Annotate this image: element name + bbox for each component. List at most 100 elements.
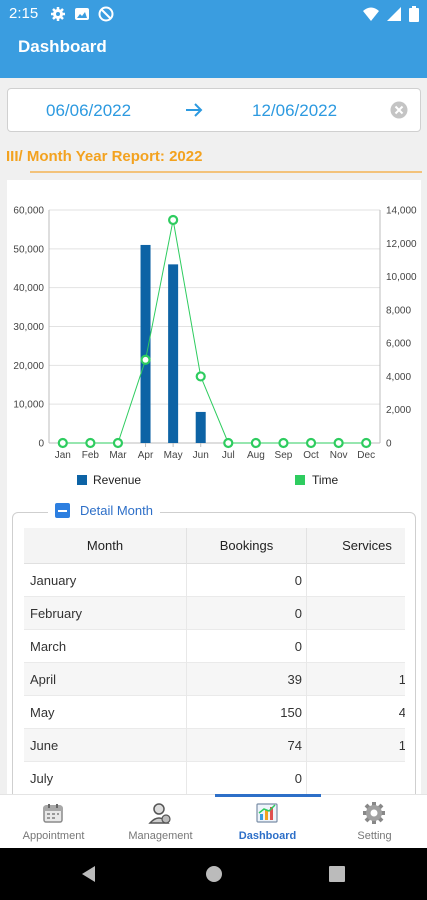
- month-cell: July: [24, 762, 187, 794]
- time-point: [250, 437, 261, 449]
- wifi-icon: [363, 7, 379, 21]
- nav-appointment[interactable]: Appointment: [0, 795, 107, 849]
- services-cell: [307, 564, 405, 597]
- services-cell: [307, 597, 405, 630]
- time-point: [168, 214, 179, 226]
- battery-icon: [409, 6, 419, 22]
- signal-icon: [387, 7, 401, 21]
- left-axis-tick-label: 50,000: [13, 244, 44, 255]
- month-year-chart: 0 10,000 20,000 30,000 40,000 50,000 60,000 0 2,…: [13, 206, 417, 488]
- left-axis-tick-label: 10,000: [13, 400, 44, 411]
- column-services: Services: [342, 538, 392, 553]
- calendar-icon: [43, 804, 63, 823]
- x-axis-tick-label: May: [164, 450, 183, 461]
- start-date[interactable]: 06/06/2022: [46, 101, 132, 120]
- table-row: June 74 1: [24, 729, 405, 762]
- status-bar: 2:15: [0, 0, 427, 28]
- time-point: [195, 371, 206, 382]
- blocked-status-icon: [98, 6, 114, 22]
- x-axis-tick-label: Sep: [275, 450, 293, 461]
- back-icon[interactable]: [80, 865, 98, 883]
- time-line: [62, 219, 367, 444]
- services-cell: 4: [307, 696, 405, 729]
- revenue-bar: [195, 411, 206, 443]
- table-row: May 150 4: [24, 696, 405, 729]
- clear-icon[interactable]: [390, 101, 408, 119]
- collapse-toggle-icon[interactable]: [55, 503, 70, 518]
- right-axis-tick-label: 6,000: [386, 339, 411, 350]
- detail-month-header[interactable]: Detail Month: [48, 503, 160, 518]
- x-axis-tick-label: Mar: [109, 450, 127, 461]
- legend-time-label: Time: [312, 473, 339, 487]
- left-axis-tick-label: 30,000: [13, 322, 44, 333]
- table-row: July 0: [24, 762, 405, 794]
- left-axis-tick-label: 40,000: [13, 283, 44, 294]
- right-axis-tick-label: 4,000: [386, 372, 411, 383]
- system-nav-bar: [0, 848, 427, 900]
- app-bar: Dashboard: [0, 28, 427, 78]
- bookings-cell: 74: [187, 729, 307, 762]
- home-icon[interactable]: [205, 865, 223, 883]
- user-management-icon: [148, 803, 171, 824]
- time-point: [278, 437, 289, 449]
- time-point: [140, 354, 151, 365]
- column-bookings: Bookings: [187, 528, 307, 564]
- time-point: [223, 437, 234, 449]
- services-cell: [307, 630, 405, 663]
- month-cell: May: [24, 696, 187, 729]
- x-axis-tick-label: Jul: [222, 450, 235, 461]
- detail-month-table: Month Bookings Services January 0 Februa…: [24, 528, 405, 794]
- services-cell: [307, 762, 405, 794]
- nav-dashboard-label: Dashboard: [238, 830, 297, 842]
- report-title: III/ Month Year Report: 2022: [6, 148, 203, 165]
- left-axis-tick-label: 20,000: [13, 361, 44, 372]
- right-axis-tick-label: 14,000: [386, 206, 417, 217]
- gear-icon: [363, 802, 385, 824]
- left-axis-tick-label: 0: [38, 439, 44, 450]
- time-point: [112, 437, 124, 449]
- page-title: Dashboard: [18, 37, 107, 56]
- right-axis-tick-label: 0: [386, 439, 392, 450]
- bookings-cell: 0: [187, 630, 307, 663]
- revenue-bar: [168, 264, 179, 443]
- right-axis-tick-label: 12,000: [386, 239, 417, 250]
- end-date[interactable]: 12/06/2022: [252, 101, 338, 120]
- image-status-icon: [75, 8, 89, 20]
- x-axis-tick-label: Aug: [247, 450, 265, 461]
- bookings-cell: 39: [187, 663, 307, 696]
- status-left-icons: [50, 6, 114, 22]
- legend-revenue-swatch: [77, 475, 87, 485]
- bookings-cell: 0: [187, 762, 307, 794]
- time-point: [333, 437, 344, 449]
- x-axis-tick-label: Dec: [357, 450, 375, 461]
- date-range-picker[interactable]: 06/06/2022 12/06/2022: [7, 88, 421, 132]
- month-cell: April: [24, 663, 187, 696]
- table-row: February 0: [24, 597, 405, 630]
- month-cell: February: [24, 597, 187, 630]
- arrow-right-icon: [186, 103, 203, 117]
- bookings-cell: 0: [187, 564, 307, 597]
- legend-revenue-label: Revenue: [93, 473, 141, 487]
- x-axis-tick-label: Apr: [138, 450, 154, 461]
- x-axis-tick-label: Jun: [193, 450, 209, 461]
- table-row: January 0: [24, 564, 405, 597]
- nav-setting[interactable]: Setting: [321, 795, 427, 849]
- right-axis-tick-label: 8,000: [386, 305, 411, 316]
- services-cell: 1: [307, 729, 405, 762]
- detail-month-label[interactable]: Detail Month: [80, 503, 153, 518]
- time-point: [85, 437, 96, 449]
- nav-dashboard[interactable]: Dashboard: [214, 795, 321, 849]
- gear-status-icon: [51, 7, 65, 21]
- recents-icon[interactable]: [329, 866, 345, 882]
- month-cell: March: [24, 630, 187, 663]
- status-time: 2:15: [9, 5, 39, 22]
- left-axis-tick-label: 60,000: [13, 206, 44, 217]
- bookings-cell: 150: [187, 696, 307, 729]
- status-right-icons: [363, 6, 419, 22]
- month-cell: January: [24, 564, 187, 597]
- x-axis-tick-label: Nov: [330, 450, 348, 461]
- active-tab-indicator: [215, 794, 321, 797]
- nav-management[interactable]: Management: [107, 795, 214, 849]
- time-point: [305, 437, 317, 449]
- time-point: [57, 437, 68, 449]
